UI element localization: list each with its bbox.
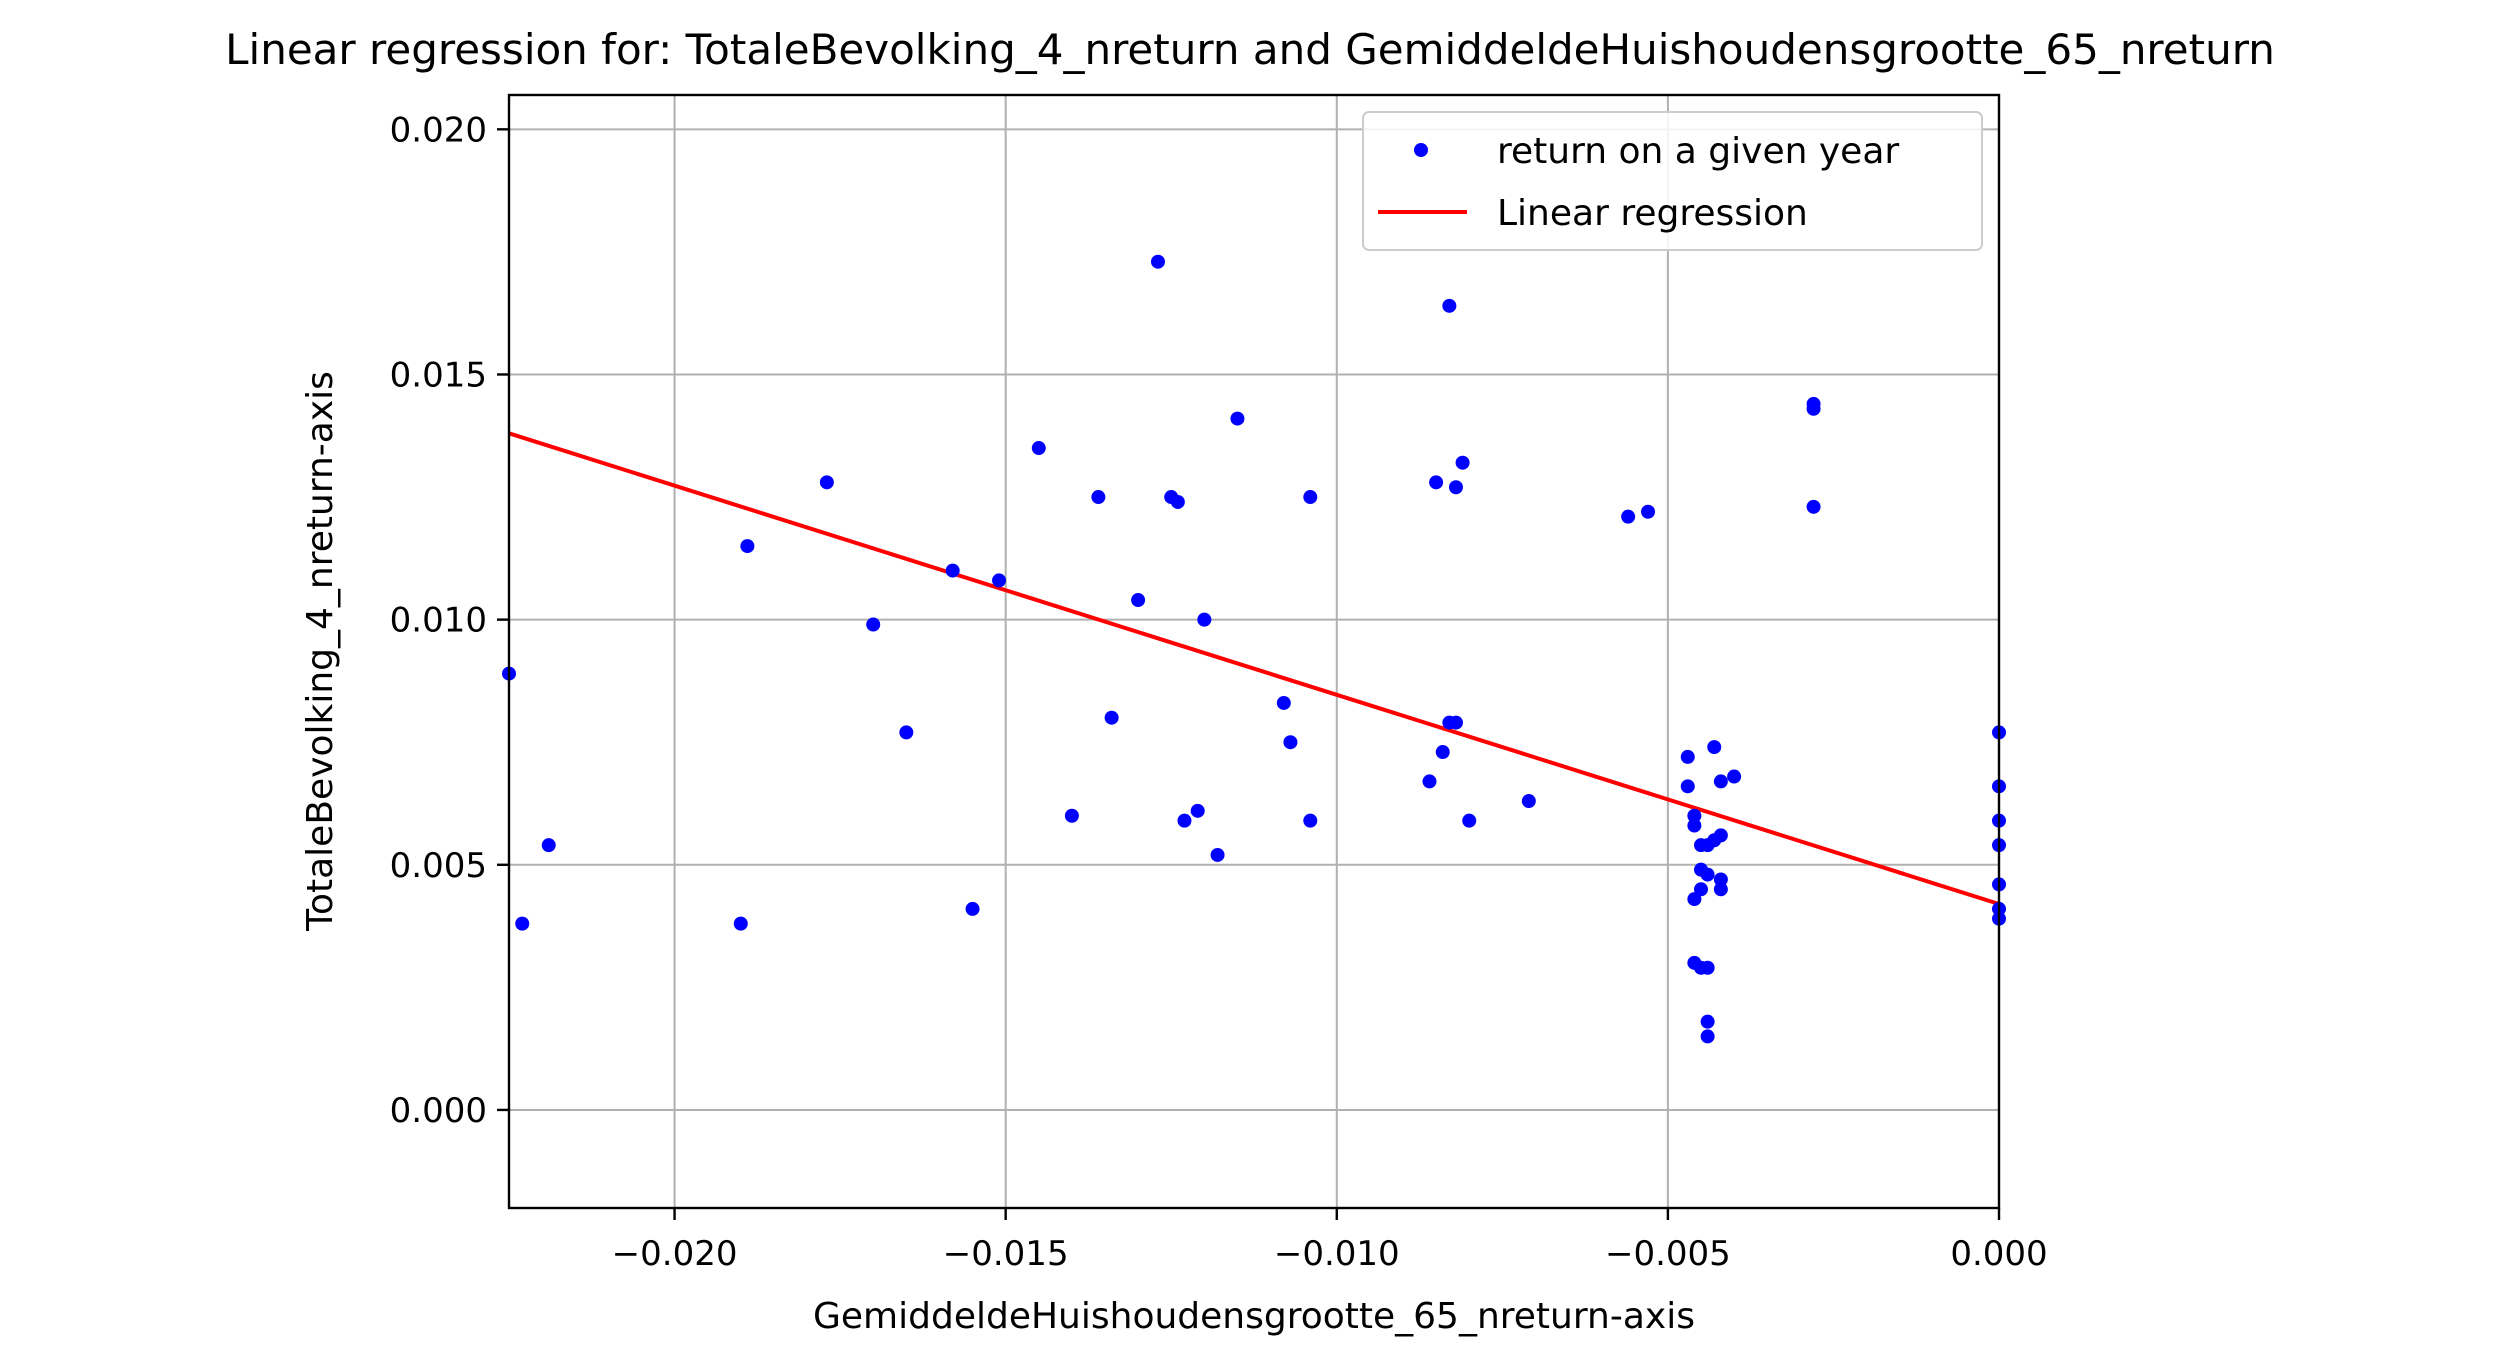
scatter-point: [733, 916, 748, 931]
scatter-point: [1276, 695, 1291, 710]
scatter-point: [1177, 813, 1192, 828]
x-tick-label: −0.010: [1274, 1234, 1400, 1274]
x-tick-label: −0.015: [943, 1234, 1069, 1274]
scatter-point: [1806, 499, 1821, 514]
scatter-point: [1091, 490, 1106, 505]
regression-line: [508, 431, 2000, 906]
chart-title: Linear regression for: TotaleBevolking_4…: [225, 25, 2275, 74]
scatter-point: [1448, 480, 1463, 495]
scatter-point: [1230, 411, 1245, 426]
x-tick-label: 0.000: [1950, 1234, 2047, 1274]
scatter-point: [1700, 867, 1715, 882]
scatter-point: [515, 916, 530, 931]
scatter-point: [1197, 612, 1212, 627]
scatter-point: [1104, 710, 1119, 725]
scatter-point: [1150, 254, 1165, 269]
y-tick-label: 0.000: [390, 1091, 487, 1131]
y-axis-label: TotaleBevolking_4_nreturn-axis: [300, 371, 341, 932]
scatter-point: [1303, 813, 1318, 828]
scatter-point: [1694, 882, 1708, 897]
scatter-point: [1621, 509, 1636, 524]
scatter-point: [541, 838, 556, 853]
scatter-point: [1455, 455, 1470, 470]
y-axis-ticks: 0.000 0.005 0.010 0.015 0.020: [390, 110, 509, 1131]
scatter-point: [1713, 872, 1728, 887]
y-tick-label: 0.015: [390, 355, 487, 395]
legend: return on a given year Linear regression: [1362, 111, 1983, 251]
scatter-point: [1283, 735, 1298, 750]
scatter-point: [1707, 740, 1722, 755]
scatter-point: [1680, 749, 1695, 764]
scatter-point: [1462, 813, 1477, 828]
scatter-point: [945, 563, 960, 578]
scatter-point: [1131, 593, 1146, 608]
scatter-point: [965, 901, 980, 916]
scatter-point: [1700, 960, 1715, 975]
y-tick-label: 0.010: [390, 601, 487, 641]
x-tick-label: −0.005: [1605, 1234, 1731, 1274]
scatter-point: [1713, 828, 1728, 843]
scatter-point: [1713, 774, 1728, 789]
scatter-point: [1641, 504, 1656, 519]
scatter-point: [1806, 401, 1821, 416]
legend-label-scatter: return on a given year: [1497, 131, 1899, 172]
x-axis-ticks: −0.020 −0.015 −0.010 −0.005 0.000: [612, 1208, 2048, 1274]
scatter-point: [1422, 774, 1437, 789]
scatter-point: [992, 573, 1007, 588]
plot-frame: [507, 93, 2001, 1210]
scatter-point: [740, 539, 755, 554]
scatter-point: [1727, 769, 1742, 784]
legend-label-regression: Linear regression: [1497, 193, 1808, 234]
legend-scatter-marker: [1414, 143, 1428, 157]
scatter-point: [1442, 298, 1457, 313]
scatter-point: [1700, 1029, 1715, 1044]
scatter-point: [1680, 779, 1695, 794]
scatter-point: [866, 617, 881, 632]
y-tick-label: 0.005: [390, 846, 487, 886]
scatter-point: [1687, 892, 1702, 907]
y-tick-label: 0.020: [390, 110, 487, 150]
regression-line-group: [508, 431, 2000, 906]
scatter-point: [1521, 794, 1536, 809]
scatter-point: [819, 475, 834, 490]
scatter-point: [899, 725, 914, 740]
scatter-point: [1700, 1014, 1715, 1029]
scatter-point: [1190, 803, 1205, 818]
legend-box: [1362, 111, 1983, 251]
scatter-point: [1031, 441, 1046, 456]
scatter-point: [1448, 715, 1463, 730]
scatter-point: [1210, 847, 1225, 862]
scatter-point: [1687, 808, 1702, 823]
scatter-point: [1429, 475, 1444, 490]
scatter-point: [1064, 808, 1079, 823]
scatter-point: [1435, 745, 1450, 760]
x-tick-label: −0.020: [612, 1234, 738, 1274]
scatter-point: [1713, 882, 1728, 897]
scatter-point: [1303, 490, 1318, 505]
scatter-point: [1170, 494, 1185, 509]
scatter-point: [1687, 818, 1702, 833]
x-axis-label: GemiddeldeHuishoudensgrootte_65_nreturn-…: [813, 1296, 1695, 1337]
